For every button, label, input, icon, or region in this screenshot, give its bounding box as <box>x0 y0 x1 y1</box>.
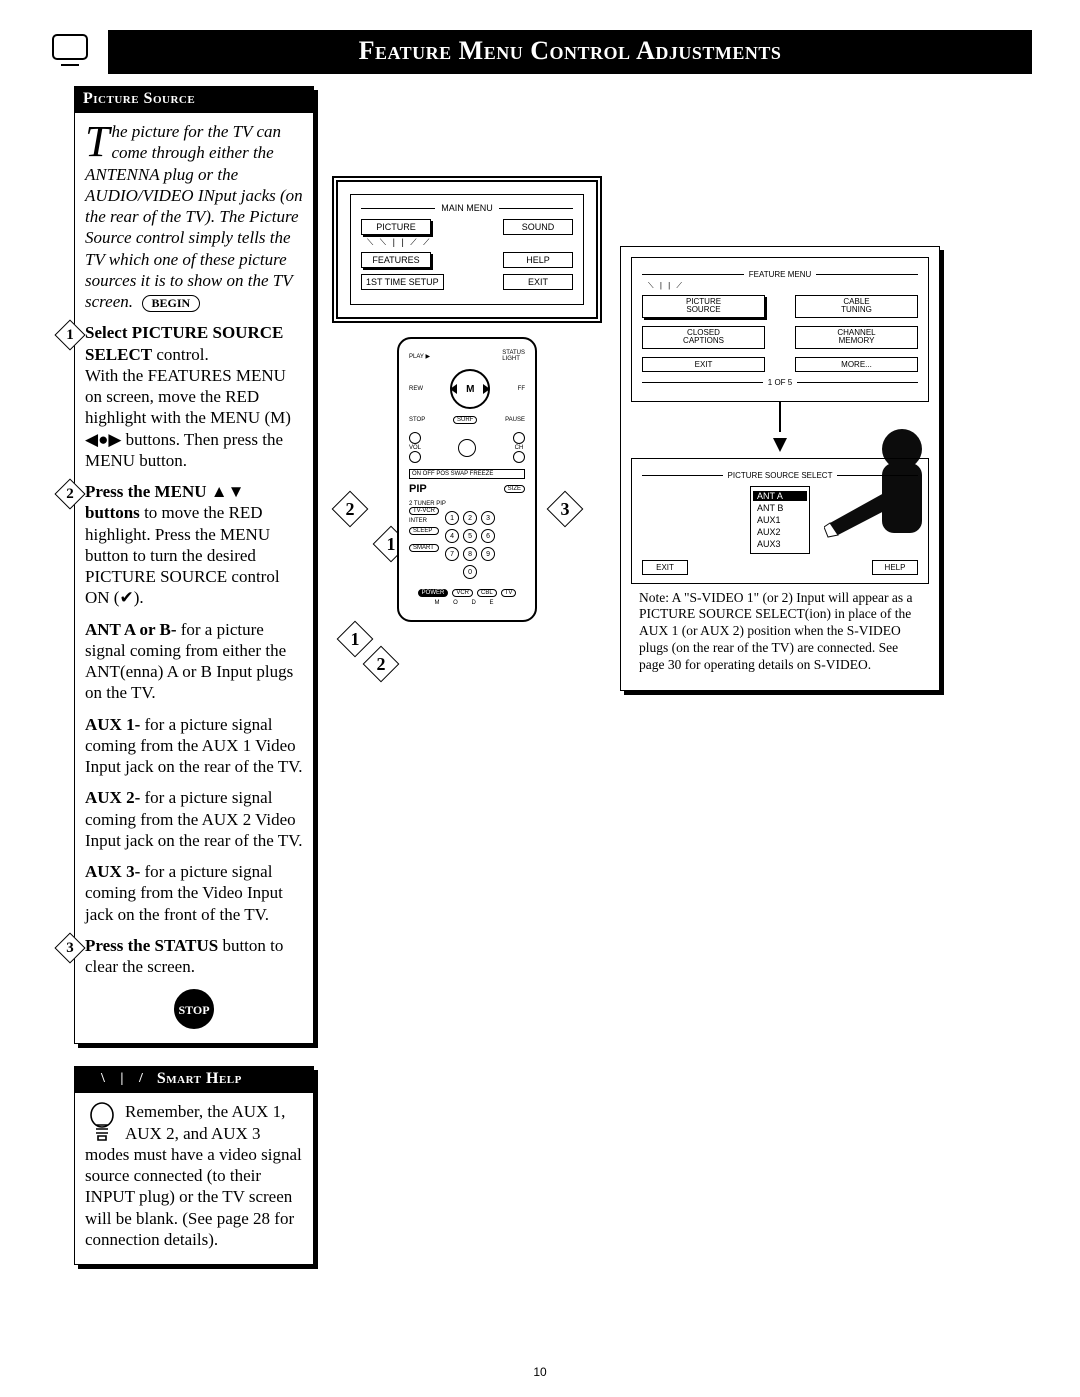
smart-help-body: Remember, the AUX 1, AUX 2, and AUX 3 mo… <box>85 1101 303 1250</box>
svideo-note: Note: A "S-VIDEO 1" (or 2) Input will ap… <box>631 584 929 680</box>
keypad: 1 2 3 4 5 6 7 8 9 0 <box>445 511 495 579</box>
opt-ant-a: ANT A <box>753 491 807 501</box>
ant-bold: ANT A or B- <box>85 620 176 639</box>
begin-badge: BEGIN <box>142 295 201 312</box>
main-menu-label: MAIN MENU <box>441 203 493 213</box>
stop-badge: STOP <box>174 989 214 1029</box>
callout-1b: 1 <box>342 626 368 652</box>
vol-label: VOL <box>409 445 421 451</box>
step-2-num: 2 <box>59 483 81 505</box>
step-1-num: 1 <box>59 324 81 346</box>
step-1: 1 Select PICTURE SOURCE SELECT control. … <box>85 322 303 471</box>
pip-strip: ON OFF POS SWAP FREEZE <box>409 469 525 479</box>
sleep-label: SLEEP <box>409 527 439 535</box>
more-button: MORE... <box>795 357 918 372</box>
surf-label: SURF <box>453 416 477 424</box>
tv-icon <box>52 34 88 64</box>
opt-ant-b: ANT B <box>753 503 807 513</box>
sound-button: SOUND <box>503 219 573 235</box>
smart-help-heading: \ | / Smart Help <box>75 1067 313 1093</box>
callout-3: 3 <box>552 496 578 522</box>
step-1-body: With the FEATURES MENU on screen, move t… <box>85 366 291 470</box>
feature-menu-label: FEATURE MENU <box>749 270 812 279</box>
aux3-desc: AUX 3- for a picture signal coming from … <box>85 861 303 925</box>
rew-label: REW <box>409 386 423 392</box>
aux2-bold: AUX 2- <box>85 788 140 807</box>
page-of-label: 1 OF 5 <box>768 378 792 387</box>
opt-aux1: AUX1 <box>753 515 807 525</box>
step-1-rest: control. <box>152 345 209 364</box>
smart-label: SMART <box>409 544 439 552</box>
callout-2b: 2 <box>368 651 394 677</box>
pause-label: PAUSE <box>505 417 525 423</box>
exit-button: EXIT <box>642 357 765 372</box>
arrow-down-icon <box>773 438 787 452</box>
picture-source-button: PICTURE SOURCE <box>642 295 765 318</box>
opt-aux3: AUX3 <box>753 539 807 549</box>
power-label: POWER <box>418 589 449 597</box>
intro-body: he picture for the TV can come through e… <box>85 122 303 311</box>
mute-icon <box>458 439 476 457</box>
setup-button: 1ST TIME SETUP <box>361 274 444 290</box>
picture-button: PICTURE <box>361 219 431 235</box>
aux1-bold: AUX 1- <box>85 715 140 734</box>
ch-label: CH <box>515 445 524 451</box>
dropcap: T <box>85 125 109 159</box>
ff-label: FF <box>518 386 525 392</box>
mode-label: M O D E <box>409 600 525 606</box>
tv-label: TV <box>501 589 517 597</box>
ray-icon: \ | / <box>101 1071 149 1087</box>
dots-icon: ⟍ ⟍ | | ⟋ ⟋ <box>367 237 573 248</box>
channel-memory-button: CHANNEL MEMORY <box>795 326 918 349</box>
menu-ring: M <box>450 369 490 409</box>
closed-captions-button: CLOSED CAPTIONS <box>642 326 765 349</box>
callout-2: 2 <box>337 496 363 522</box>
exit-button: EXIT <box>642 560 688 575</box>
tvvcr-label: TV-VCR <box>409 507 439 515</box>
tv-main-menu-illustration: MAIN MENU PICTURE SOUND ⟍ ⟍ | | ⟋ ⟋ FEAT… <box>332 176 602 323</box>
step-3: 3 Press the STATUS button to clear the s… <box>85 935 303 978</box>
picture-source-heading: Picture Source <box>75 87 313 113</box>
vcr-label: VCR <box>452 589 473 597</box>
aux2-desc: AUX 2- for a picture signal coming from … <box>85 787 303 851</box>
cable-tuning-button: CABLE TUNING <box>795 295 918 318</box>
size-label: SIZE <box>504 485 525 493</box>
page-number: 10 <box>0 1365 1080 1379</box>
stop-label: STOP <box>409 417 425 423</box>
intro-text: T he picture for the TV can come through… <box>85 121 303 312</box>
opt-aux2: AUX2 <box>753 527 807 537</box>
pip-label: PIP <box>409 483 427 495</box>
light-label: LIGHT <box>502 356 520 362</box>
exit-button: EXIT <box>503 274 573 290</box>
instructions-box: Picture Source T he picture for the TV c… <box>74 86 314 1044</box>
aux1-desc: AUX 1- for a picture signal coming from … <box>85 714 303 778</box>
dots-icon: ⟍ | | ⟋ <box>648 281 918 291</box>
smart-help-label: Smart Help <box>157 1070 242 1088</box>
features-button: FEATURES <box>361 252 431 268</box>
play-label: PLAY ▶ <box>409 353 430 360</box>
ant-desc: ANT A or B- for a picture signal coming … <box>85 619 303 704</box>
pss-label: PICTURE SOURCE SELECT <box>728 471 833 480</box>
remote-illustration: PLAY ▶STATUSLIGHT REW M FF STOPSURFPAUSE… <box>397 337 537 622</box>
step-2: 2 Press the MENU ▲▼ buttons to move the … <box>85 481 303 609</box>
feature-menu-illustration: FEATURE MENU ⟍ | | ⟋ PICTURE SOURCE CABL… <box>620 246 940 691</box>
cbl-label: CBL <box>477 589 497 597</box>
page-title: Feature Menu Control Adjustments <box>108 30 1032 74</box>
step-3-bold: Press the STATUS <box>85 936 218 955</box>
step-3-num: 3 <box>59 937 81 959</box>
inter-label: INTER <box>409 518 439 524</box>
bulb-icon <box>85 1101 119 1143</box>
help-button: HELP <box>503 252 573 268</box>
aux3-bold: AUX 3- <box>85 862 140 881</box>
smart-help-box: \ | / Smart Help Remember, the AUX 1, AU… <box>74 1066 314 1265</box>
hand-figure-icon <box>824 423 934 573</box>
